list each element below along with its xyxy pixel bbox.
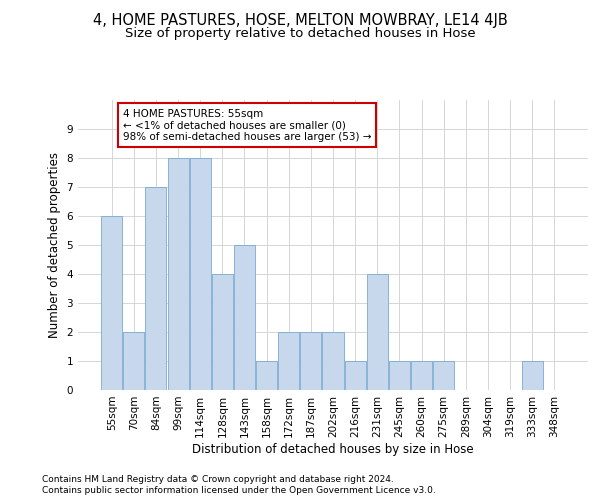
Bar — [167, 158, 188, 390]
Bar — [278, 332, 299, 390]
Bar — [256, 361, 277, 390]
Bar — [301, 332, 322, 390]
Bar — [521, 361, 542, 390]
Bar — [212, 274, 233, 390]
Bar — [124, 332, 145, 390]
Text: Contains HM Land Registry data © Crown copyright and database right 2024.: Contains HM Land Registry data © Crown c… — [42, 475, 394, 484]
Bar — [367, 274, 388, 390]
Bar — [145, 187, 166, 390]
Bar — [234, 245, 255, 390]
Bar — [101, 216, 122, 390]
Bar — [411, 361, 432, 390]
Bar — [433, 361, 454, 390]
Bar — [322, 332, 344, 390]
Text: 4, HOME PASTURES, HOSE, MELTON MOWBRAY, LE14 4JB: 4, HOME PASTURES, HOSE, MELTON MOWBRAY, … — [92, 12, 508, 28]
Text: Contains public sector information licensed under the Open Government Licence v3: Contains public sector information licen… — [42, 486, 436, 495]
Text: 4 HOME PASTURES: 55sqm
← <1% of detached houses are smaller (0)
98% of semi-deta: 4 HOME PASTURES: 55sqm ← <1% of detached… — [123, 108, 371, 142]
X-axis label: Distribution of detached houses by size in Hose: Distribution of detached houses by size … — [192, 442, 474, 456]
Bar — [344, 361, 365, 390]
Bar — [389, 361, 410, 390]
Bar — [190, 158, 211, 390]
Y-axis label: Number of detached properties: Number of detached properties — [48, 152, 61, 338]
Text: Size of property relative to detached houses in Hose: Size of property relative to detached ho… — [125, 28, 475, 40]
